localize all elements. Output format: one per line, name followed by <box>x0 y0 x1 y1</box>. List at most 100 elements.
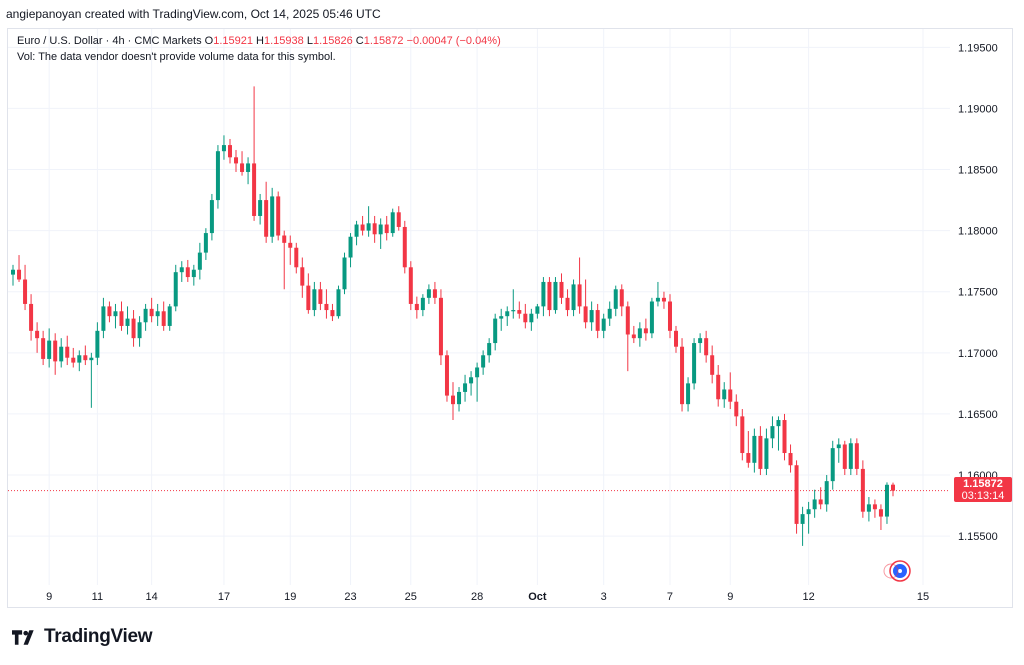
candle[interactable] <box>716 365 721 407</box>
candle[interactable] <box>360 215 365 236</box>
candle[interactable] <box>47 328 52 368</box>
candle[interactable] <box>426 284 431 304</box>
candle[interactable] <box>601 313 606 339</box>
candle[interactable] <box>11 264 15 286</box>
candle[interactable] <box>451 382 455 421</box>
candle[interactable] <box>523 303 528 329</box>
candle[interactable] <box>270 187 275 243</box>
candle[interactable] <box>631 325 636 344</box>
candle[interactable] <box>493 313 498 351</box>
candle[interactable] <box>625 301 630 372</box>
candle[interactable] <box>595 303 600 339</box>
candle[interactable] <box>372 215 377 243</box>
candle[interactable] <box>818 487 823 510</box>
candle[interactable] <box>336 285 341 319</box>
candle[interactable] <box>41 330 46 366</box>
candle[interactable] <box>264 181 269 243</box>
candle[interactable] <box>571 279 576 317</box>
candle[interactable] <box>17 255 22 282</box>
candle[interactable] <box>240 151 245 176</box>
candle[interactable] <box>770 416 775 449</box>
candle[interactable] <box>354 220 359 246</box>
candle[interactable] <box>155 303 160 326</box>
candle[interactable] <box>613 285 618 317</box>
candle[interactable] <box>764 428 769 476</box>
candle[interactable] <box>782 413 787 461</box>
candle[interactable] <box>300 257 305 298</box>
candle[interactable] <box>185 259 190 282</box>
candle[interactable] <box>553 277 558 314</box>
candle[interactable] <box>276 191 281 241</box>
candle[interactable] <box>89 352 94 408</box>
candle[interactable] <box>149 297 154 323</box>
candle[interactable] <box>674 325 679 353</box>
candle[interactable] <box>457 387 462 412</box>
candle[interactable] <box>481 350 486 375</box>
candle[interactable] <box>444 350 449 402</box>
candle[interactable] <box>209 193 214 241</box>
candle[interactable] <box>541 277 546 317</box>
candle[interactable] <box>246 157 251 185</box>
candle[interactable] <box>649 297 654 339</box>
candle[interactable] <box>517 301 522 319</box>
candle[interactable] <box>77 350 82 372</box>
replay-icon[interactable] <box>883 560 911 582</box>
candle[interactable] <box>252 86 257 221</box>
candle[interactable] <box>854 438 859 476</box>
candle[interactable] <box>438 289 443 366</box>
candle[interactable] <box>408 261 413 311</box>
candle[interactable] <box>173 264 178 312</box>
candle[interactable] <box>535 303 540 319</box>
candle[interactable] <box>390 208 395 237</box>
candle[interactable] <box>499 308 504 331</box>
candle[interactable] <box>511 289 516 319</box>
candle[interactable] <box>559 273 564 304</box>
candle[interactable] <box>119 301 124 331</box>
candle[interactable] <box>324 289 329 319</box>
candle[interactable] <box>667 294 672 339</box>
candle[interactable] <box>878 504 883 531</box>
candle[interactable] <box>860 460 865 518</box>
candle[interactable] <box>698 333 703 353</box>
candle[interactable] <box>414 296 419 319</box>
candle[interactable] <box>318 281 323 311</box>
candle[interactable] <box>306 273 311 314</box>
candle[interactable] <box>366 206 371 237</box>
candle[interactable] <box>113 303 118 329</box>
candle[interactable] <box>167 303 172 331</box>
candle[interactable] <box>728 372 733 410</box>
candle[interactable] <box>746 431 751 468</box>
candle[interactable] <box>872 499 877 518</box>
candle[interactable] <box>637 322 642 347</box>
candle[interactable] <box>197 242 202 280</box>
candle[interactable] <box>258 193 263 225</box>
candle[interactable] <box>547 277 552 317</box>
candle[interactable] <box>101 297 106 339</box>
candle[interactable] <box>487 338 492 363</box>
candle[interactable] <box>179 261 184 282</box>
candle[interactable] <box>643 318 648 341</box>
candle[interactable] <box>686 377 691 412</box>
candle[interactable] <box>396 206 401 231</box>
candle[interactable] <box>420 294 425 317</box>
candle[interactable] <box>29 294 34 341</box>
candle[interactable] <box>65 335 70 366</box>
candle[interactable] <box>432 281 437 304</box>
candle[interactable] <box>577 257 582 314</box>
candle[interactable] <box>722 382 727 408</box>
candle[interactable] <box>469 371 474 396</box>
candle[interactable] <box>402 220 407 274</box>
candle[interactable] <box>137 316 142 347</box>
candle[interactable] <box>565 289 570 317</box>
candle[interactable] <box>884 482 889 524</box>
candle[interactable] <box>203 228 208 260</box>
candle[interactable] <box>342 252 347 295</box>
candle[interactable] <box>758 426 763 476</box>
candle[interactable] <box>53 333 58 375</box>
candle[interactable] <box>891 482 895 497</box>
candle[interactable] <box>752 428 757 473</box>
candle[interactable] <box>866 497 871 522</box>
candle[interactable] <box>505 306 510 326</box>
candle[interactable] <box>794 460 799 534</box>
